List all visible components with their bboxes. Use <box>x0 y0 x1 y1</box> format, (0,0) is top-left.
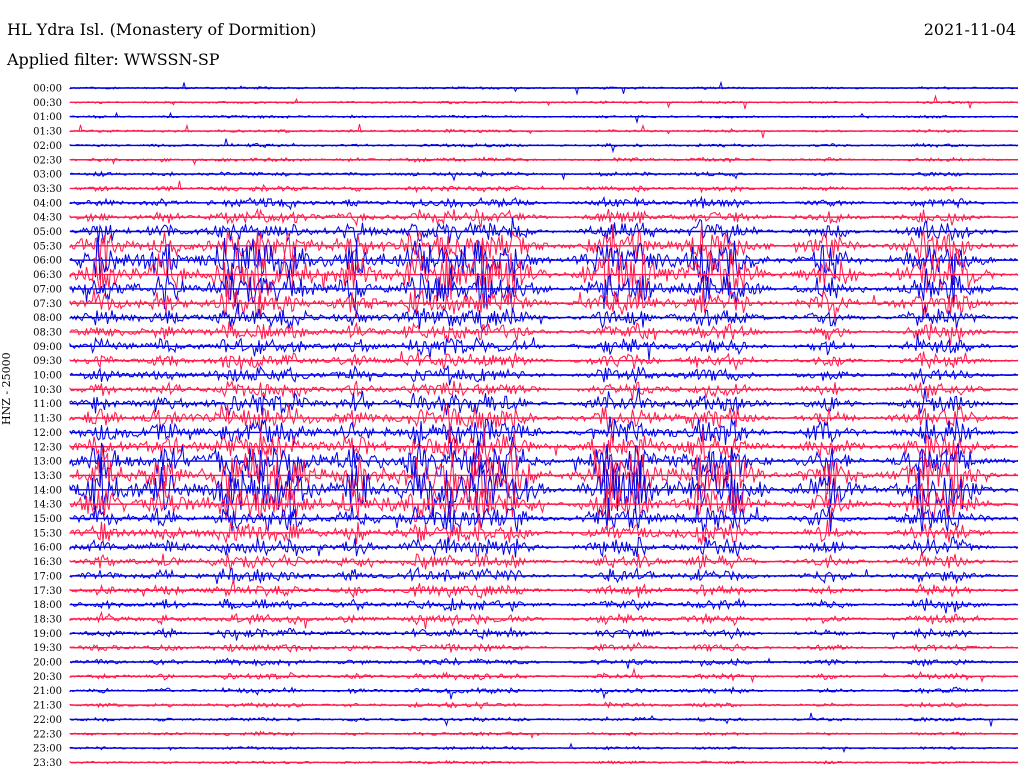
seismic-traces <box>69 80 1019 765</box>
row-time-label: 13:30 <box>33 471 62 482</box>
row-time-label: 16:00 <box>33 543 62 554</box>
row-time-label: 08:00 <box>33 313 62 324</box>
seismic-trace-row <box>69 597 1019 614</box>
row-time-label: 01:30 <box>33 127 62 138</box>
row-time-label: 08:30 <box>33 327 62 338</box>
seismic-trace-row <box>69 170 1019 182</box>
row-time-label: 22:00 <box>33 715 62 726</box>
row-time-label: 00:00 <box>33 84 62 95</box>
row-time-label: 14:00 <box>33 485 62 496</box>
station-title: HL Ydra Isl. (Monastery of Dormition) <box>7 20 317 39</box>
seismic-trace-row <box>69 111 1019 125</box>
seismic-trace-row <box>69 518 1019 545</box>
row-time-label: 18:00 <box>33 600 62 611</box>
row-time-label: 20:30 <box>33 672 62 683</box>
row-time-label: 00:30 <box>33 98 62 109</box>
row-time-label: 19:30 <box>33 643 62 654</box>
filter-label: Applied filter: WWSSN-SP <box>7 50 220 69</box>
seismic-trace-row <box>69 387 1019 416</box>
row-time-label: 04:00 <box>33 198 62 209</box>
row-time-label: 19:00 <box>33 629 62 640</box>
row-time-label: 23:00 <box>33 744 62 755</box>
seismic-trace-row <box>69 207 1019 228</box>
seismic-trace-row <box>69 667 1019 684</box>
row-time-label: 11:00 <box>33 399 62 410</box>
seismic-trace-row <box>69 578 1019 600</box>
row-time-label: 10:30 <box>33 385 62 396</box>
row-time-label: 22:30 <box>33 729 62 740</box>
row-time-label: 06:00 <box>33 256 62 267</box>
row-time-label: 15:30 <box>33 528 62 539</box>
row-time-label: 21:00 <box>33 686 62 697</box>
seismic-trace-row <box>69 457 1019 523</box>
seismic-trace-row <box>69 730 1019 740</box>
row-time-label: 16:30 <box>33 557 62 568</box>
row-time-label: 12:00 <box>33 428 62 439</box>
seismic-trace-row <box>69 402 1019 435</box>
row-time-label: 13:00 <box>33 457 62 468</box>
seismic-trace-row <box>69 610 1019 630</box>
row-time-label: 14:30 <box>33 500 62 511</box>
seismic-trace-row <box>69 241 1019 307</box>
row-time-label: 12:30 <box>33 442 62 453</box>
row-time-label: 18:30 <box>33 614 62 625</box>
row-time-label: 02:00 <box>33 141 62 152</box>
seismic-trace-row <box>69 267 1019 311</box>
seismic-trace-row <box>69 626 1019 641</box>
row-time-label: 03:00 <box>33 170 62 181</box>
seismic-trace-row <box>69 685 1018 700</box>
seismic-trace-row <box>69 379 1019 401</box>
row-time-label: 02:30 <box>33 155 62 166</box>
row-time-label: 01:00 <box>33 112 62 123</box>
date-label: 2021-11-04 <box>923 20 1016 39</box>
row-time-label: 06:30 <box>33 270 62 281</box>
seismic-trace-row <box>69 217 1019 244</box>
row-time-label: 17:00 <box>33 571 62 582</box>
row-time-label: 23:30 <box>33 758 62 769</box>
seismic-trace-row <box>69 436 1019 484</box>
seismic-trace-row <box>69 656 1019 669</box>
row-time-label: 21:30 <box>33 701 62 712</box>
seismic-trace-row <box>69 422 1019 464</box>
row-time-label: 05:00 <box>33 227 62 238</box>
amplitude-axis-label: HNZ - 25000 <box>0 352 13 425</box>
row-time-label: 17:30 <box>33 586 62 597</box>
row-time-label: 04:30 <box>33 213 62 224</box>
row-time-label: 07:00 <box>33 284 62 295</box>
row-time-label: 20:00 <box>33 658 62 669</box>
row-time-label: 03:30 <box>33 184 62 195</box>
row-time-label: 05:30 <box>33 241 62 252</box>
seismic-trace-row <box>69 156 1019 166</box>
time-row-labels: 00:00 00:30 01:00 01:30 02:00 02:30 03:00 03:30… <box>33 84 62 769</box>
row-time-label: 09:00 <box>33 342 62 353</box>
row-time-label: 11:30 <box>33 414 62 425</box>
row-time-label: 09:30 <box>33 356 62 367</box>
row-time-label: 10:00 <box>33 371 62 382</box>
row-time-label: 15:00 <box>33 514 62 525</box>
row-time-label: 07:30 <box>33 299 62 310</box>
seismic-trace-row <box>69 180 1019 194</box>
seismic-trace-row <box>69 321 1019 345</box>
